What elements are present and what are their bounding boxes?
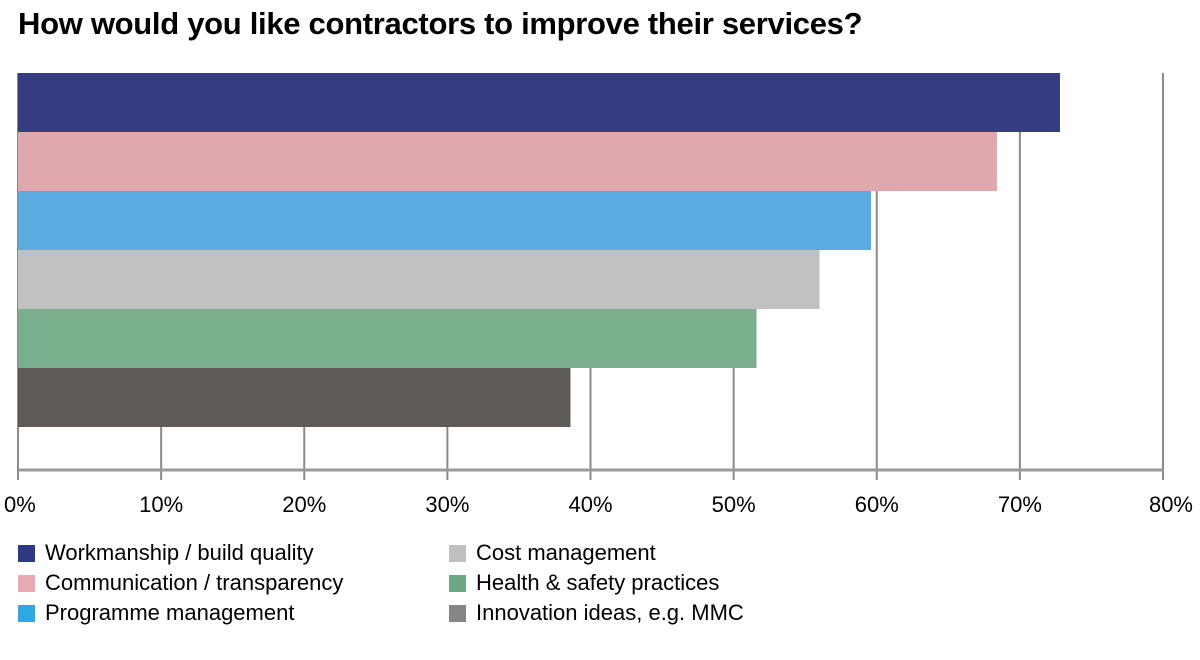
x-tick-label: 70%	[998, 492, 1042, 517]
x-tick-label: 80%	[1149, 492, 1193, 517]
legend-label: Workmanship / build quality	[45, 540, 314, 565]
x-tick-label: 40%	[568, 492, 612, 517]
legend-swatch	[18, 544, 35, 562]
legend-swatch	[18, 574, 35, 592]
x-tick-label: 50%	[712, 492, 756, 517]
legend-item: Health & safety practices	[449, 568, 719, 598]
legend-swatch	[449, 574, 466, 592]
legend-item: Communication / transparency	[18, 568, 343, 598]
x-tick-label: 0%	[4, 492, 36, 517]
bar-communication-transparency	[18, 132, 997, 191]
legend-swatch	[18, 604, 35, 622]
legend-label: Communication / transparency	[45, 570, 344, 595]
legend-item: Programme management	[18, 598, 294, 628]
legend-swatch	[449, 544, 466, 562]
legend-item: Cost management	[449, 538, 656, 568]
bar-innovation-ideas-e-g-mmc	[18, 368, 571, 427]
chart-title: How would you like contractors to improv…	[18, 6, 863, 41]
x-tick-label: 30%	[425, 492, 469, 517]
bar-cost-management	[18, 250, 820, 309]
bar-health-safety-practices	[18, 309, 757, 368]
x-tick-label: 20%	[282, 492, 326, 517]
bar-chart: 0% 10% 20% 30% 40% 50% 60% 70% 80%	[4, 73, 1193, 517]
x-tick-labels: 0% 10% 20% 30% 40% 50% 60% 70% 80%	[4, 492, 1193, 517]
legend-item: Workmanship / build quality	[18, 538, 314, 568]
legend-label: Innovation ideas, e.g. MMC	[476, 600, 744, 625]
legend-label: Programme management	[45, 600, 295, 625]
x-tick-label: 60%	[855, 492, 899, 517]
bar-programme-management	[18, 191, 872, 250]
bars	[18, 73, 1060, 427]
legend-label: Cost management	[476, 540, 656, 565]
x-tick-label: 10%	[139, 492, 183, 517]
bar-workmanship-build-quality	[18, 73, 1060, 132]
legend-swatch	[449, 604, 466, 622]
legend-label: Health & safety practices	[476, 570, 720, 595]
legend-item: Innovation ideas, e.g. MMC	[449, 598, 744, 628]
